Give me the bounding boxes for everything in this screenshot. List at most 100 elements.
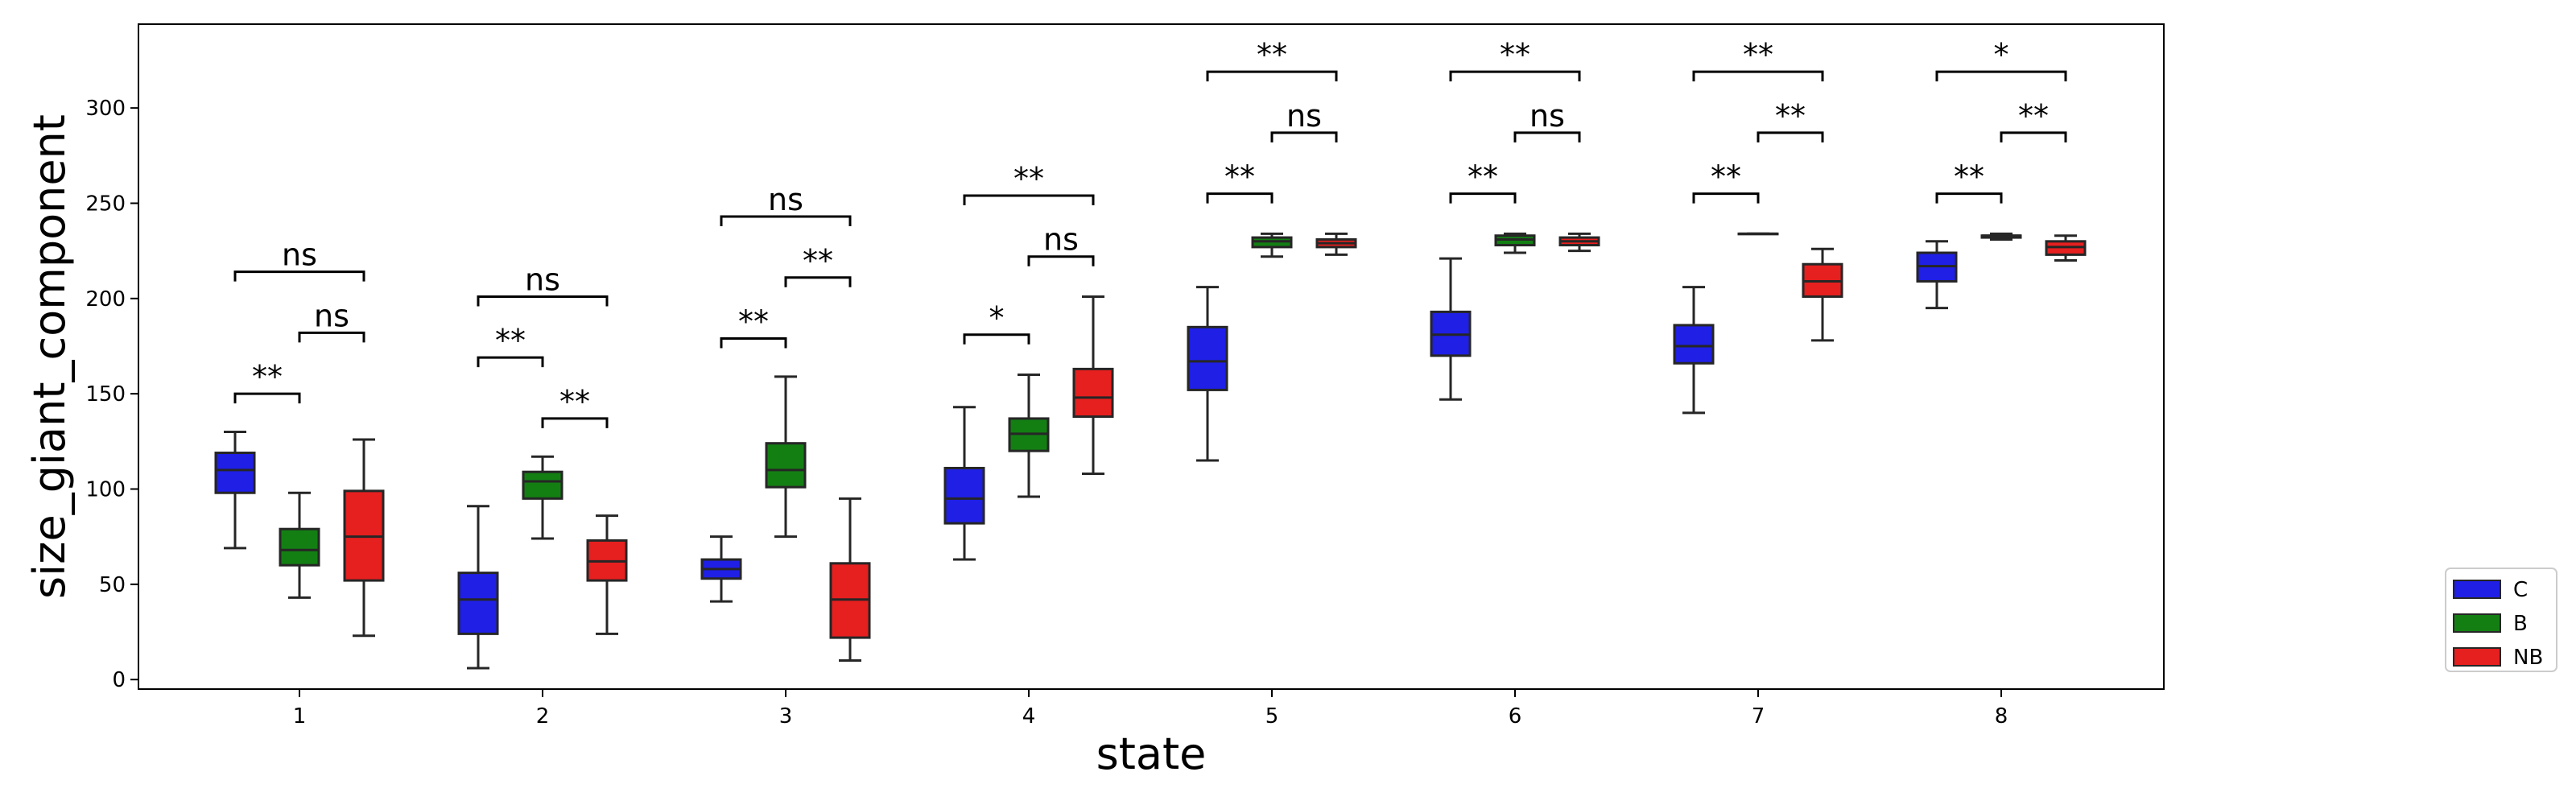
significance-label: ns <box>282 237 317 273</box>
significance-label: * <box>1994 37 2009 72</box>
box-body <box>765 442 807 489</box>
box-body <box>522 470 564 500</box>
bracket-line <box>1206 192 1274 204</box>
box-C-4 <box>943 406 985 561</box>
bracket-line <box>784 276 852 287</box>
bracket-line <box>477 295 609 307</box>
x-tick-label: 1 <box>293 704 307 729</box>
box-B-7 <box>1737 232 1779 236</box>
significance-bracket: ** <box>1935 159 2003 204</box>
bracket-line <box>1692 70 1824 82</box>
box-body <box>1673 324 1715 365</box>
significance-label: ns <box>1043 222 1079 258</box>
box-B-8 <box>1980 232 2022 241</box>
bracket-line <box>1449 192 1517 204</box>
bracket-line <box>963 194 1095 206</box>
box-body <box>1072 367 1114 419</box>
x-tick-label: 3 <box>779 704 793 729</box>
box-B-1 <box>279 491 320 599</box>
box-NB-4 <box>1072 295 1114 476</box>
significance-bracket: ns <box>477 262 609 307</box>
bracket-line <box>963 333 1030 345</box>
significance-label: ** <box>1224 159 1255 195</box>
y-axis-title: size_giant_component <box>24 114 75 599</box>
box-NB-3 <box>829 497 871 662</box>
significance-bracket: ns <box>298 298 365 343</box>
legend-label: B <box>2513 612 2528 636</box>
bracket-line <box>720 215 852 227</box>
box-NB-6 <box>1558 232 1600 253</box>
significance-label: ** <box>1743 37 1773 72</box>
legend-swatch <box>2453 613 2501 633</box>
y-tick-label: 150 <box>85 382 126 407</box>
significance-bracket: ns <box>1513 98 1581 142</box>
significance-label: ns <box>525 262 560 297</box>
box-NB-7 <box>1802 247 1843 342</box>
bracket-line <box>2000 131 2067 142</box>
box-body <box>214 452 256 494</box>
significance-label: ** <box>1013 161 1044 196</box>
plot-frame <box>138 23 2165 690</box>
box-NB-5 <box>1315 232 1357 256</box>
box-body <box>457 572 499 635</box>
bracket-line <box>1757 131 1824 142</box>
x-axis-title: state <box>1096 729 1207 779</box>
bracket-line <box>1935 192 2003 204</box>
y-tick-label: 0 <box>112 668 126 692</box>
significance-label: ns <box>768 182 803 217</box>
significance-bracket: ** <box>541 384 609 428</box>
bracket-line <box>1270 131 1338 142</box>
significance-bracket: ** <box>1449 159 1517 204</box>
significance-bracket: ** <box>1692 159 1760 204</box>
bracket-line <box>1513 131 1581 142</box>
y-tick-label: 250 <box>85 192 126 216</box>
x-tick-label: 6 <box>1509 704 1522 729</box>
significance-label: ** <box>495 323 526 358</box>
significance-bracket: ** <box>1692 37 1824 82</box>
bracket-line <box>1692 192 1760 204</box>
significance-label: ** <box>1257 37 1287 72</box>
significance-label: ** <box>1954 159 1984 195</box>
legend-label: C <box>2513 578 2528 602</box>
bracket-line <box>233 270 365 282</box>
significance-label: ns <box>1530 98 1565 134</box>
x-tick-label: 8 <box>1995 704 2008 729</box>
x-tick-label: 7 <box>1752 704 1765 729</box>
box-B-5 <box>1251 232 1293 258</box>
box-C-3 <box>700 535 742 603</box>
significance-label: ** <box>2018 98 2049 134</box>
significance-bracket: * <box>963 300 1030 345</box>
bracket-line <box>477 356 544 368</box>
significance-label: ** <box>1775 98 1806 134</box>
box-C-8 <box>1916 240 1958 310</box>
significance-label: ** <box>559 384 590 419</box>
significance-label: ** <box>738 304 769 340</box>
significance-bracket: ns <box>1270 98 1338 142</box>
legend-swatch <box>2453 647 2501 667</box>
bracket-line <box>541 417 609 428</box>
legend-swatch <box>2453 580 2501 599</box>
significance-bracket: ** <box>1206 37 1338 82</box>
significance-bracket: ** <box>233 359 301 404</box>
significance-bracket: ** <box>1206 159 1274 204</box>
significance-label: ns <box>1286 98 1322 134</box>
significance-bracket: ** <box>477 323 544 368</box>
y-tick-label: 200 <box>85 287 126 312</box>
box-C-2 <box>457 505 499 670</box>
significance-label: ** <box>1500 37 1530 72</box>
box-C-5 <box>1187 286 1228 462</box>
bracket-line <box>233 392 301 404</box>
bracket-line <box>1935 70 2067 82</box>
x-tick-label: 4 <box>1022 704 1036 729</box>
significance-bracket: ** <box>2000 98 2067 142</box>
significance-label: ** <box>1468 159 1498 195</box>
box-B-3 <box>765 375 807 539</box>
y-tick-label: 50 <box>99 573 126 597</box>
box-B-6 <box>1494 232 1536 254</box>
legend-label: NB <box>2513 646 2543 670</box>
box-NB-8 <box>2045 234 2087 262</box>
significance-label: ** <box>1711 159 1741 195</box>
significance-bracket: ** <box>963 161 1095 206</box>
